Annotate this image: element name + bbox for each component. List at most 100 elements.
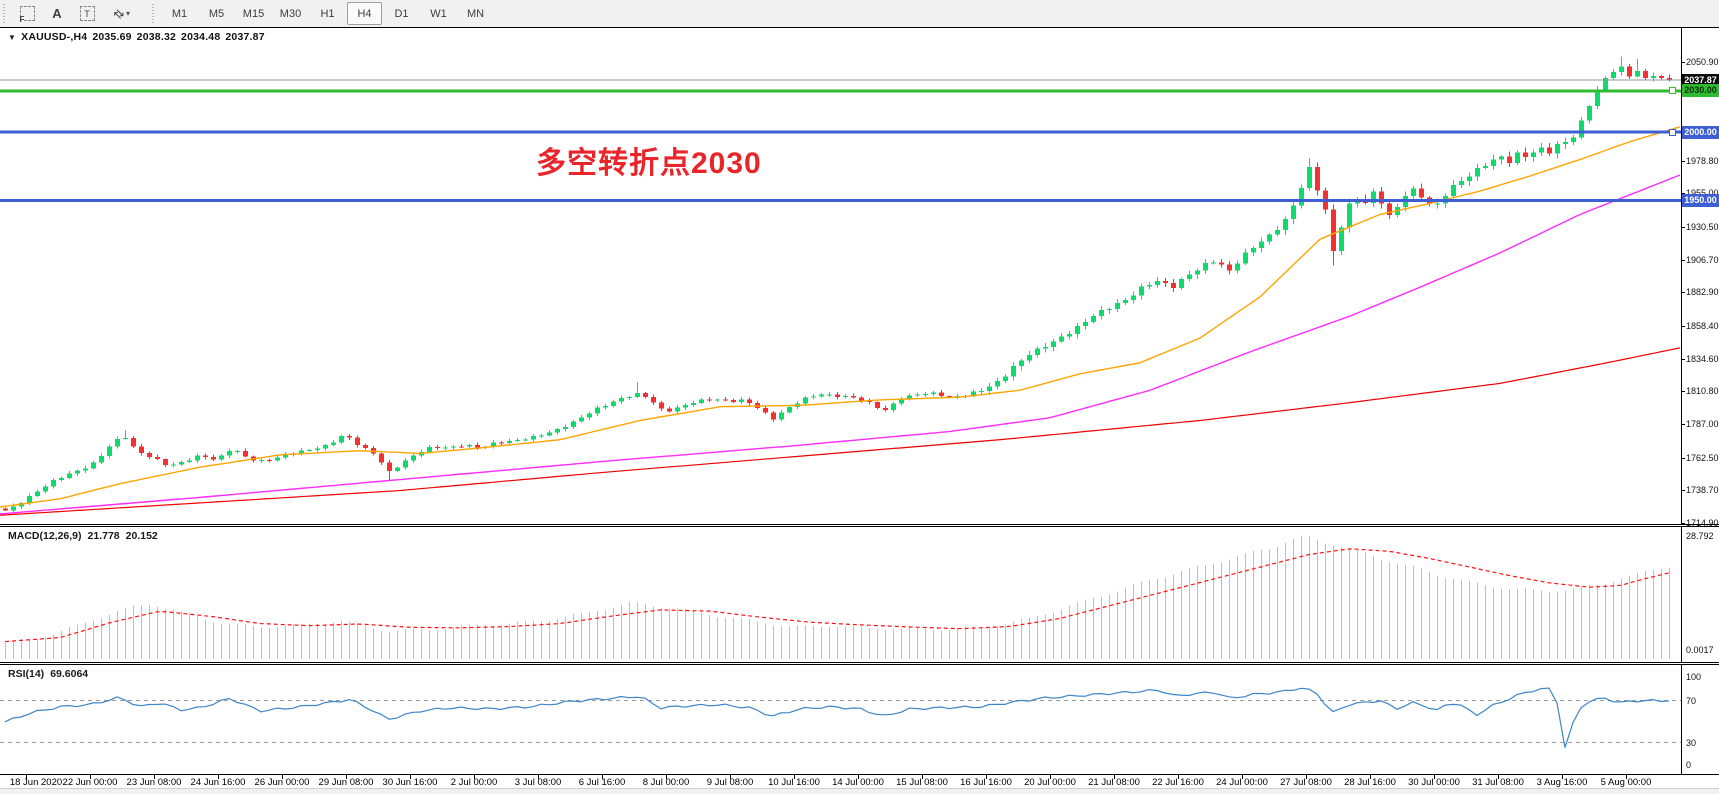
candle-body (987, 386, 992, 391)
candle-body (147, 452, 152, 457)
candle-body (875, 402, 880, 409)
toolbar-drag-grip[interactable] (152, 3, 157, 24)
macd-panel[interactable] (0, 527, 1681, 662)
time-axis-label: 5 Aug 00:00 (1600, 777, 1652, 788)
candle-body (1539, 147, 1544, 153)
price-tick-mark (1681, 358, 1685, 360)
candle-body (507, 440, 512, 443)
candle-body (51, 480, 56, 487)
candle-body (915, 394, 920, 396)
time-tick-mark (602, 775, 603, 779)
timeframe-button-m1[interactable]: M1 (171, 7, 188, 20)
time-axis-label: 26 Jun 00:00 (254, 777, 310, 788)
price-tick-label: 1834.60 (1686, 353, 1719, 364)
rsi-value: 69.6064 (50, 668, 89, 680)
timeframe-button-mn[interactable]: MN (466, 7, 485, 20)
candle-body (555, 428, 560, 433)
candle-body (43, 486, 48, 492)
label-tool-button[interactable]: T (73, 2, 101, 26)
candle-body (1299, 188, 1304, 206)
rsi-axis-tick: 30 (1686, 737, 1697, 748)
timeframe-button-h1[interactable]: H1 (320, 7, 335, 20)
candle-body (979, 390, 984, 392)
time-axis-label: 3 Jul 08:00 (514, 777, 562, 788)
candle-body (1491, 159, 1496, 167)
candle-body (907, 395, 912, 400)
macd-rsi-separator[interactable] (0, 662, 1719, 665)
fibonacci-tool-button[interactable]: F (13, 2, 41, 26)
chart-text-annotation[interactable]: 多空转折点2030 (536, 147, 762, 180)
candle-body (331, 442, 336, 446)
candle-body (1123, 299, 1128, 304)
timeframe-button-group: M1 M5 M15 M30 H1 H4 D1 W1 MN (161, 2, 494, 25)
high-value: 2038.32 (136, 31, 177, 43)
candle-body (635, 392, 640, 397)
candle-body (563, 427, 568, 429)
candle-body (995, 381, 1000, 387)
candle-body (67, 473, 72, 478)
candle-body (1139, 286, 1144, 296)
rsi-bottom-border (0, 774, 1719, 775)
time-tick-mark (1178, 775, 1179, 779)
chart-ohlc-header: ▼ XAUUSD-,H4 2035.69 2038.32 2034.48 203… (8, 31, 265, 43)
candle-body (443, 447, 448, 449)
candle-body (451, 446, 456, 448)
time-axis-label: 21 Jul 08:00 (1088, 777, 1140, 788)
candle-body (923, 394, 928, 396)
rsi-axis-tick: 0 (1686, 760, 1692, 770)
candle-body (379, 453, 384, 463)
candle-body (675, 407, 680, 412)
candle-body (1091, 316, 1096, 323)
text-tool-button[interactable]: A (43, 2, 71, 26)
price-tick-mark (1681, 292, 1685, 294)
timeframe-button-m30[interactable]: M30 (279, 7, 302, 20)
candle-body (883, 408, 888, 410)
timeframe-button-m15[interactable]: M15 (242, 7, 265, 20)
rsi-panel[interactable] (0, 665, 1681, 774)
time-tick-mark (282, 775, 283, 779)
price-tick-mark (1681, 424, 1685, 426)
candle-body (627, 396, 632, 398)
candle-body (235, 450, 240, 452)
candle-body (891, 403, 896, 410)
macd-name: MACD(12,26,9) (8, 530, 82, 542)
collapse-arrow-icon[interactable]: ▼ (8, 32, 17, 42)
candle-body (187, 460, 192, 462)
candle-body (1251, 248, 1256, 253)
candle-body (75, 470, 80, 474)
candle-body (523, 439, 528, 441)
candle-body (1595, 89, 1600, 107)
main-price-chart[interactable] (0, 27, 1681, 524)
candle-body (259, 460, 264, 462)
candle-body (947, 396, 952, 398)
timeframe-button-w1[interactable]: W1 (430, 7, 447, 20)
candle-body (1043, 347, 1048, 349)
timeframe-button-d1[interactable]: D1 (394, 7, 409, 20)
window-bottom-strip (0, 788, 1719, 794)
time-tick-mark (858, 775, 859, 779)
arrows-tool-button[interactable]: ⇄ ▾ (103, 2, 141, 26)
time-axis-label: 29 Jun 08:00 (318, 777, 374, 788)
candle-body (611, 401, 616, 407)
toolbar-drag-grip[interactable] (3, 3, 8, 24)
candle-body (115, 438, 120, 447)
candle-body (1315, 166, 1320, 191)
main-macd-separator[interactable] (0, 524, 1719, 527)
time-tick-mark (730, 775, 731, 779)
price-tick-label: 1787.00 (1686, 419, 1719, 430)
candle-body (899, 399, 904, 404)
candle-body (1371, 191, 1376, 203)
line-handle[interactable] (1669, 87, 1676, 95)
candle-body (1035, 348, 1040, 356)
candle-body (211, 456, 216, 460)
timeframe-button-m5[interactable]: M5 (208, 7, 225, 20)
candle-body (1155, 280, 1160, 286)
line-handle[interactable] (1669, 128, 1676, 136)
candle-body (715, 399, 720, 401)
candle-body (835, 394, 840, 397)
timeframe-button-h4[interactable]: H4 (347, 2, 382, 25)
price-badge: 1950.00 (1682, 194, 1719, 208)
candle-body (531, 436, 536, 440)
candle-body (1603, 77, 1608, 90)
candle-body (491, 442, 496, 447)
